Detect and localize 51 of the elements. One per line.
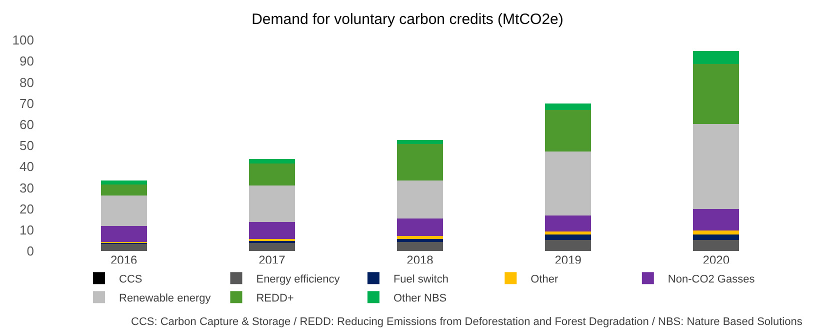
- bar: [693, 234, 740, 240]
- legend-label: Non-CO2 Gasses: [668, 273, 756, 286]
- bar: [397, 144, 443, 181]
- bar: [248, 222, 295, 239]
- bar: [100, 184, 147, 196]
- bar: [248, 163, 295, 186]
- bar: [100, 196, 147, 226]
- bar: [397, 242, 443, 251]
- y-tick-label: 30: [20, 180, 34, 196]
- bar: [248, 242, 295, 251]
- y-tick-label: 50: [20, 138, 34, 154]
- bar: [693, 50, 740, 64]
- bar: [693, 124, 740, 210]
- legend-label: Fuel switch: [393, 273, 448, 286]
- text: CCS: Carbon Capture & Storage / REDD: Reducing Emissions from Deforestation and Forest Degradation / NBS: Nature Based Solutions: [131, 316, 803, 328]
- legend-label: Energy efficiency: [256, 273, 340, 286]
- bar: [545, 110, 592, 152]
- y-tick-label: 100: [12, 32, 34, 48]
- bar: [545, 104, 592, 110]
- y-tick-label: 0: [26, 244, 34, 259]
- bar: [545, 232, 592, 234]
- y-tick-label: 60: [20, 116, 34, 132]
- y-tick-label: 20: [20, 201, 34, 216]
- bar: [248, 159, 295, 164]
- bar: [693, 64, 740, 124]
- y-tick-label: 40: [20, 159, 34, 174]
- bar: [397, 236, 443, 239]
- bar: [545, 234, 592, 240]
- bar: [100, 243, 147, 251]
- bar: [693, 209, 740, 231]
- legend-label: Other: [530, 273, 559, 286]
- bar: [545, 216, 592, 232]
- chart-title: Demand for voluntary carbon credits (MtCO2e): [252, 10, 564, 28]
- legend-label: REDD+: [256, 292, 294, 304]
- bar: [397, 218, 443, 236]
- bar: [397, 140, 443, 144]
- y-tick-label: 70: [20, 96, 34, 111]
- y-tick-label: 10: [20, 222, 34, 238]
- bar: [397, 180, 443, 218]
- legend-label: Renewable energy: [119, 292, 212, 304]
- bar: [545, 240, 592, 251]
- bar: [248, 185, 295, 222]
- legend-label: CCS: [119, 273, 142, 286]
- y-tick-label: 80: [20, 74, 34, 90]
- legend-label: Other NBS: [393, 292, 447, 304]
- bar: [693, 230, 740, 234]
- bar: [693, 240, 740, 251]
- y-tick-label: 90: [20, 54, 34, 69]
- bar: [545, 151, 592, 216]
- bar: [100, 180, 147, 185]
- bar: [100, 226, 147, 242]
